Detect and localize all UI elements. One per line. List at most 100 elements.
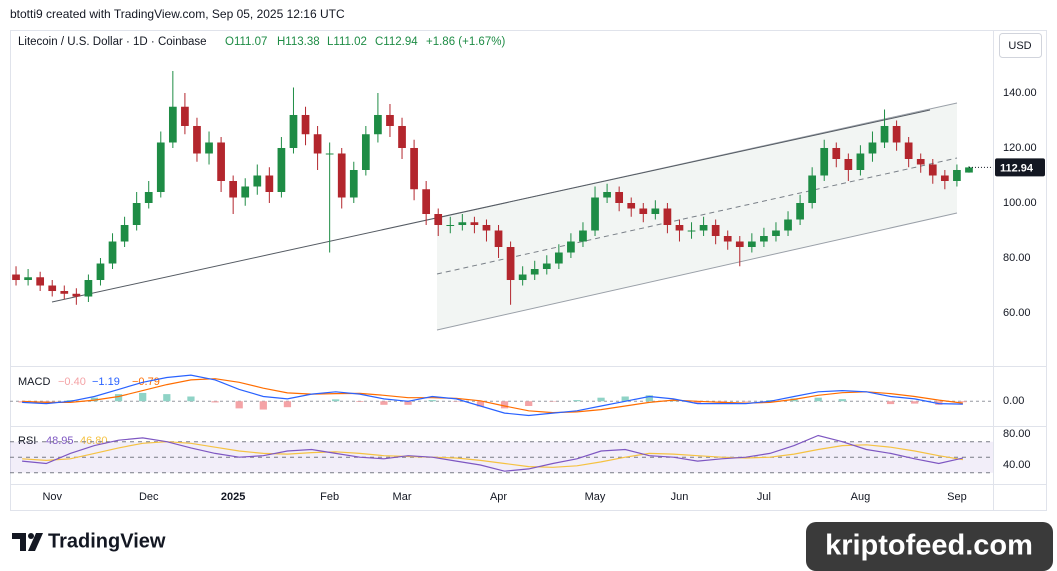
ohlc-open: O111.07	[225, 36, 267, 48]
candle-body	[868, 142, 877, 154]
logo-icon	[12, 533, 26, 551]
candle-body	[96, 263, 105, 281]
candle-body	[36, 277, 45, 286]
candle-body	[144, 191, 153, 204]
candle-body	[542, 263, 551, 270]
chart-frame	[10, 30, 1047, 511]
last-price-tag	[995, 158, 1045, 177]
y-tick-label: 80.00	[1003, 428, 1031, 440]
histogram-bar	[404, 401, 412, 405]
histogram-bar	[838, 399, 846, 402]
histogram-bar	[428, 400, 436, 402]
candle-body	[446, 225, 455, 227]
histogram-bar	[814, 397, 822, 402]
candle-body	[554, 252, 563, 264]
candle-body	[374, 114, 382, 135]
macd-value: −1.19	[92, 376, 120, 388]
candle-body	[108, 241, 117, 264]
candle-body	[796, 203, 804, 220]
trendline	[51, 109, 931, 303]
candle-body	[615, 191, 624, 204]
channel-middle	[436, 157, 958, 275]
candle-body	[60, 291, 69, 294]
candle-body	[193, 125, 201, 154]
candle-body	[844, 158, 853, 170]
candle-body	[530, 269, 539, 275]
candle-body	[72, 293, 81, 297]
candle-body	[856, 153, 865, 170]
histogram-bar	[163, 394, 171, 402]
histogram-bar	[621, 396, 629, 402]
candle-body	[494, 230, 503, 248]
signal-line	[22, 378, 963, 414]
histogram-bar	[211, 401, 219, 403]
candle-body	[361, 134, 370, 170]
candle-body	[434, 214, 443, 226]
candle-body	[84, 280, 93, 297]
candle-body	[965, 167, 973, 173]
candle-body	[591, 197, 599, 231]
candle-body	[784, 219, 792, 231]
candle-body	[735, 241, 744, 248]
candle-body	[337, 153, 346, 198]
y-tick-label: 0.00	[1003, 395, 1024, 407]
candle-body	[711, 225, 720, 237]
candle-body	[156, 142, 165, 192]
candle-body	[482, 225, 491, 231]
x-tick-label: Jul	[757, 491, 771, 503]
watermark-box	[806, 522, 1053, 571]
candle-body	[506, 247, 515, 281]
change: +1.86 (+1.67%)	[426, 36, 505, 48]
candle-body	[410, 147, 418, 190]
histogram-bar	[766, 400, 774, 402]
credit: btotti9 created with TradingView.com, Se…	[10, 7, 345, 21]
candle-body	[675, 225, 684, 231]
histogram-bar	[476, 401, 485, 407]
x-tick-label: Nov	[42, 491, 62, 503]
y-tick-label: 100.00	[1003, 197, 1037, 209]
candle-body	[567, 241, 575, 253]
ohlc-low: L111.02	[327, 36, 367, 48]
macd-title: MACD	[18, 376, 50, 388]
candle-body	[687, 230, 696, 232]
candle-body	[928, 164, 937, 176]
currency-button[interactable]	[999, 33, 1042, 58]
histogram-bar	[283, 401, 292, 408]
candle-body	[181, 106, 189, 126]
x-tick-label: Jun	[671, 491, 689, 503]
candle-body	[325, 153, 334, 155]
x-tick-label: May	[585, 491, 606, 503]
rsi-line	[22, 434, 964, 472]
candle-body	[723, 236, 732, 242]
channel-lower	[436, 212, 958, 331]
logo-icon	[28, 533, 34, 539]
candle-body	[772, 230, 780, 237]
candle-body	[277, 147, 286, 192]
candle-body	[386, 114, 394, 126]
candle-body	[265, 175, 274, 192]
candle-body	[603, 191, 611, 198]
y-tick-label: 40.00	[1003, 459, 1031, 471]
candle-body	[205, 142, 213, 154]
histogram-bar	[356, 401, 364, 402]
candle-body	[168, 106, 177, 143]
histogram-bar	[114, 394, 123, 402]
histogram-bar	[18, 401, 26, 403]
histogram-bar	[911, 401, 919, 404]
candle-body	[217, 142, 225, 181]
candle-body	[916, 158, 925, 165]
histogram-bar	[645, 395, 653, 402]
candle-body	[229, 180, 238, 198]
histogram-bar	[693, 401, 702, 404]
candle-body	[880, 125, 889, 143]
candle-body	[132, 203, 141, 226]
candle-body	[892, 125, 901, 143]
candle-body	[398, 125, 406, 148]
y-tick-label: 80.00	[1003, 252, 1031, 264]
candle-body	[470, 222, 479, 226]
currency[interactable]: USD	[1008, 40, 1031, 52]
x-tick-label: Dec	[139, 491, 159, 503]
candle-body	[940, 175, 949, 181]
candle-body	[24, 277, 32, 281]
